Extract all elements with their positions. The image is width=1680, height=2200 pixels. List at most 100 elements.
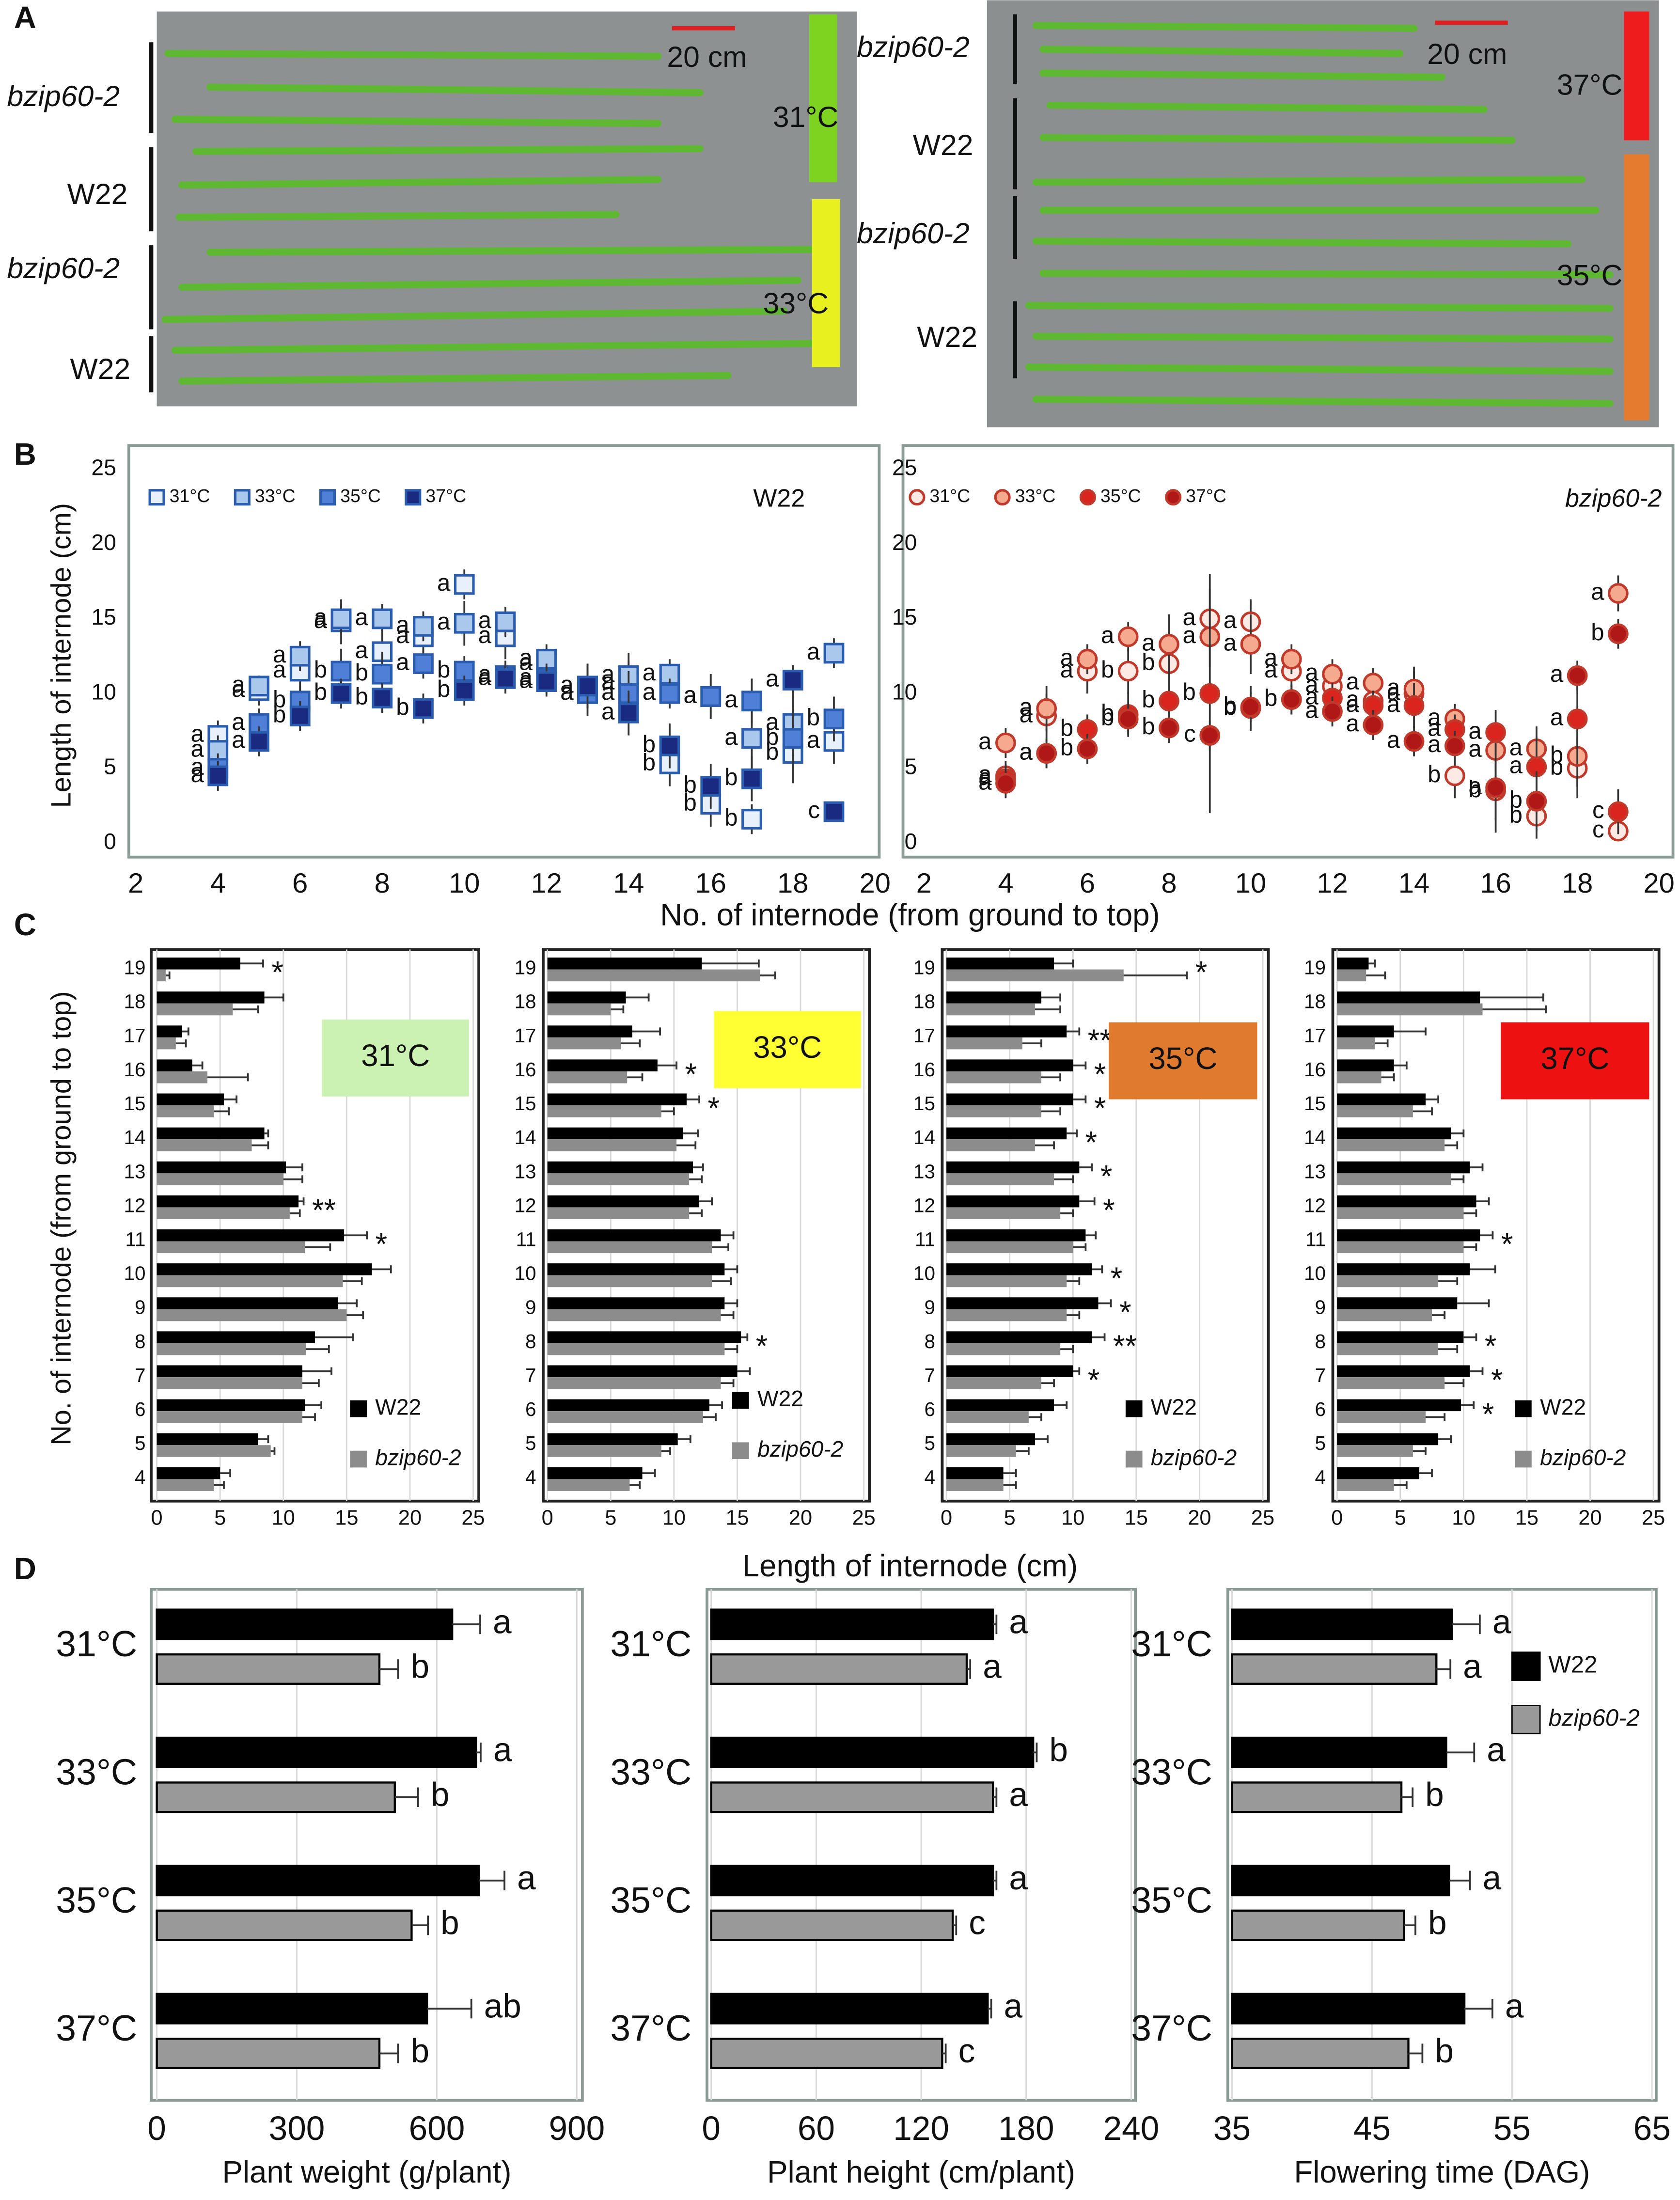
letter: a	[1428, 731, 1441, 757]
marker	[330, 683, 352, 704]
bar	[946, 1037, 1022, 1050]
bar	[946, 1105, 1041, 1117]
letter: a	[1483, 1859, 1502, 1897]
chart-title: 35°C	[1148, 1041, 1217, 1076]
letter: a	[766, 665, 779, 691]
letter: b	[1428, 1903, 1447, 1941]
y-tick-label: 6	[1315, 1398, 1326, 1420]
marker	[1159, 717, 1179, 739]
legend-marker	[909, 489, 926, 506]
bar	[157, 958, 240, 970]
bar	[547, 1399, 709, 1412]
legend-swatch	[1125, 1450, 1143, 1468]
bar	[547, 1377, 721, 1389]
plot-frame	[901, 444, 1675, 859]
x-tick-label: 5	[605, 1507, 616, 1530]
letter: b	[1509, 801, 1523, 828]
x-tick-label: 180	[998, 2109, 1054, 2147]
letter: a	[560, 679, 574, 705]
letter: b	[410, 2032, 429, 2070]
y-tick-label: 15	[515, 1092, 536, 1115]
bar	[1231, 1865, 1450, 1897]
y-tick-label: 10	[1304, 1262, 1326, 1285]
y-tick-label: 15	[1304, 1092, 1326, 1115]
legend-label: bzip60-2	[1548, 1705, 1639, 1731]
bar	[157, 1207, 290, 1219]
letter: a	[1387, 727, 1400, 753]
legend-swatch	[732, 1392, 749, 1409]
y-tick-label: 12	[124, 1194, 145, 1216]
letter: a	[519, 664, 533, 690]
bar	[1337, 1127, 1451, 1140]
plot-frame	[542, 948, 871, 1503]
letter: b	[1550, 742, 1563, 768]
x-tick-label: 65	[1633, 2109, 1671, 2147]
bar	[1337, 1331, 1464, 1343]
x-axis-label: Length of internode (cm)	[742, 1549, 1078, 1583]
letter: a	[601, 661, 615, 687]
bar	[157, 1263, 372, 1275]
letter: c	[958, 2032, 975, 2070]
letter: a	[396, 612, 409, 638]
legend-label: W22	[1151, 1394, 1197, 1419]
letter: b	[1425, 1776, 1444, 1813]
x-tick-label: 5	[1004, 1507, 1016, 1530]
bar	[156, 1993, 428, 2025]
letter: a	[724, 724, 738, 750]
bar	[547, 1037, 621, 1050]
plot-frame	[941, 948, 1270, 1503]
marker	[413, 653, 434, 674]
x-tick-label: 120	[893, 2109, 949, 2147]
letter: b	[440, 1903, 459, 1941]
bar	[946, 1195, 1080, 1208]
y-tick-label: 16	[515, 1058, 536, 1081]
x-axis-label: No. of internode (from ground to top)	[660, 898, 1160, 932]
letter: a	[601, 698, 615, 724]
letter: b	[766, 739, 779, 765]
significance: *	[375, 1227, 387, 1261]
genotype-label: W22	[70, 352, 130, 385]
x-tick-label: 25	[852, 1507, 876, 1530]
legend-marker	[319, 489, 336, 506]
bar	[157, 969, 166, 982]
letter: a	[1060, 657, 1074, 683]
bar	[547, 1297, 725, 1309]
letter: b	[724, 804, 738, 831]
bar	[157, 1377, 302, 1389]
x-tick-label: 5	[214, 1507, 226, 1530]
legend-label: 31°C	[929, 486, 970, 506]
marker	[1403, 695, 1425, 716]
bar	[157, 1025, 182, 1037]
letter: b	[684, 790, 697, 816]
bar	[157, 1297, 338, 1309]
bar	[547, 1229, 721, 1241]
y-tick-label: 8	[135, 1330, 146, 1352]
letter: c	[969, 1903, 986, 1941]
marker	[1322, 701, 1343, 722]
bar	[1337, 1433, 1439, 1446]
marker	[1159, 691, 1179, 712]
bar	[710, 1653, 968, 1685]
bar	[547, 1241, 712, 1254]
y-tick-label: 17	[124, 1024, 145, 1047]
bar	[710, 2038, 943, 2070]
marker	[700, 686, 722, 707]
temp-bar	[1624, 11, 1649, 141]
marker	[782, 728, 803, 749]
marker	[1117, 708, 1139, 730]
x-tick-label: 4	[998, 868, 1013, 899]
marker	[372, 663, 393, 685]
letter: a	[1468, 718, 1482, 744]
letter: b	[314, 679, 327, 705]
legend-label: bzip60-2	[375, 1445, 461, 1470]
x-tick-label: 240	[1103, 2109, 1160, 2147]
letter: b	[643, 749, 656, 775]
y-tick-label: 11	[125, 1228, 145, 1251]
letter: c	[1592, 797, 1604, 823]
bar	[1337, 1195, 1476, 1208]
temp-bar	[812, 199, 840, 367]
letter: a	[314, 607, 328, 633]
y-tick-label: 5	[135, 1432, 146, 1454]
temp-label: 35°C	[1557, 259, 1623, 292]
